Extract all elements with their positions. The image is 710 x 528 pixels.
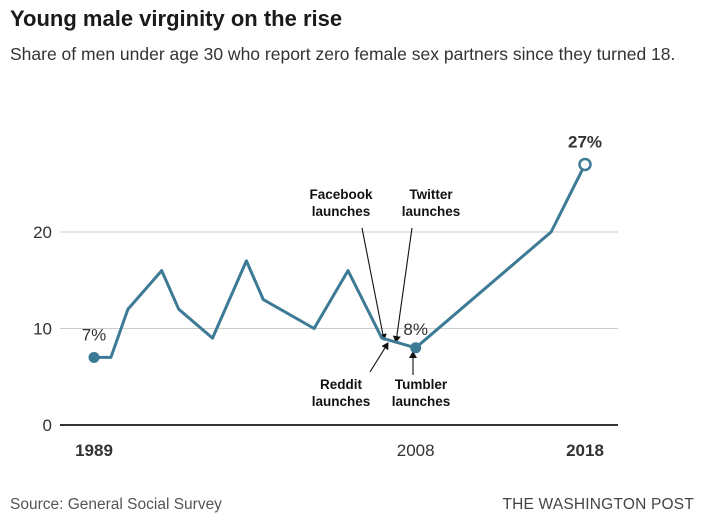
data-label-2018: 27% bbox=[568, 132, 602, 151]
source-note: Source: General Social Survey bbox=[10, 496, 222, 513]
chart-title: Young male virginity on the rise bbox=[10, 6, 343, 31]
data-label-2008: 8% bbox=[403, 320, 428, 339]
series-line bbox=[92, 162, 587, 359]
publisher-credit: THE WASHINGTON POST bbox=[502, 496, 694, 513]
marker-1989 bbox=[88, 351, 100, 363]
y-tick-label-20: 20 bbox=[33, 223, 52, 242]
marker-2008 bbox=[410, 342, 422, 354]
chart-subtitle: Share of men under age 30 who report zer… bbox=[10, 44, 676, 64]
x-tick-label-2008: 2008 bbox=[397, 441, 435, 460]
annotation-twitter-line2: launches bbox=[402, 204, 461, 219]
annotation-facebook-arrow bbox=[361, 227, 387, 341]
x-tick-label-2018: 2018 bbox=[566, 441, 604, 460]
data-label-1989: 7% bbox=[82, 325, 107, 344]
y-tick-label-10: 10 bbox=[33, 320, 52, 339]
annotation-tumbler-line2: launches bbox=[392, 394, 451, 409]
annotation-tumbler-line1: Tumbler bbox=[395, 377, 448, 392]
annotation-reddit-line1: Reddit bbox=[320, 377, 363, 392]
x-tick-label-1989: 1989 bbox=[75, 441, 113, 460]
marker-2018 bbox=[578, 157, 592, 172]
annotation-reddit-arrow bbox=[369, 342, 389, 373]
annotation-twitter-line1: Twitter bbox=[409, 187, 453, 202]
annotation-reddit-line2: launches bbox=[312, 394, 371, 409]
y-tick-label-0: 0 bbox=[43, 416, 52, 435]
annotation-facebook-line1: Facebook bbox=[309, 187, 373, 202]
annotation-twitter-arrow bbox=[392, 227, 413, 343]
annotation-facebook-line2: launches bbox=[312, 204, 371, 219]
